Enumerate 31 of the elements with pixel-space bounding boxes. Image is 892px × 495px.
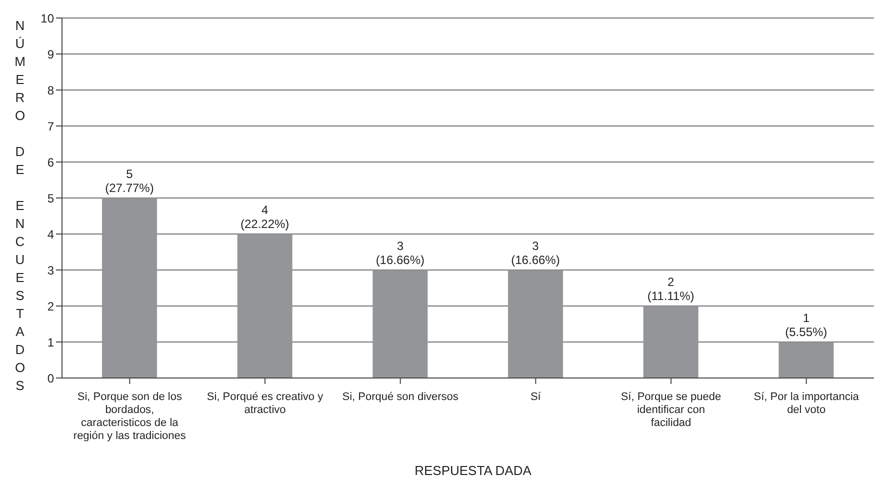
x-tick-label: Sí, Porque se puede identificar con facilidad xyxy=(620,391,722,429)
y-tick-label: 7 xyxy=(47,119,54,134)
y-tick-label: 4 xyxy=(47,227,54,242)
bar xyxy=(778,342,834,378)
data-label: 3 (16.66%) xyxy=(511,239,560,267)
bar xyxy=(102,198,157,378)
x-tick-label: Sí, Por la importancia del voto xyxy=(754,391,860,416)
text: NÚMERO DE ENCUESTADOS xyxy=(14,18,26,393)
bar xyxy=(508,270,563,378)
x-tick-label: Sí xyxy=(530,391,542,403)
y-tick-label: 0 xyxy=(47,371,54,386)
x-tick-label: Si, Porque son de los bordados, caracteristicos de la región y las tradiciones xyxy=(73,391,186,442)
data-label: 5 (27.77%) xyxy=(105,167,154,195)
data-label: 2 (11.11%) xyxy=(647,275,694,303)
y-tick-label: 10 xyxy=(40,11,54,26)
y-tick-label: 8 xyxy=(47,83,54,98)
y-tick-label: 2 xyxy=(47,299,54,314)
y-tick-label: 9 xyxy=(47,47,54,62)
y-tick-label: 6 xyxy=(47,155,54,170)
data-label: 1 (5.55%) xyxy=(785,311,828,339)
y-tick-label: 1 xyxy=(47,335,54,350)
x-axis-title: RESPUESTA DADA xyxy=(414,463,532,478)
x-tick-label: Si, Porqué son diversos xyxy=(342,391,459,403)
bar xyxy=(372,270,428,378)
x-tick-label: Si, Porqué es creativo y atractivo xyxy=(206,391,324,416)
data-label: 3 (16.66%) xyxy=(376,239,425,267)
y-tick-label: 3 xyxy=(47,263,54,278)
bar xyxy=(643,306,698,378)
data-label: 4 (22.22%) xyxy=(240,203,290,231)
bar xyxy=(237,234,292,378)
y-tick-label: 5 xyxy=(47,191,54,206)
